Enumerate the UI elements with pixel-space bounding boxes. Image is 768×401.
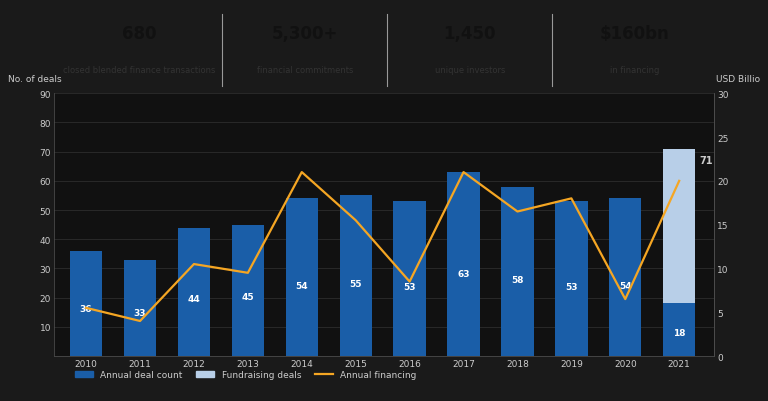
Bar <box>502 187 534 356</box>
Text: 54: 54 <box>619 281 631 290</box>
Text: 71: 71 <box>700 156 713 166</box>
Text: 36: 36 <box>80 304 92 314</box>
Text: 53: 53 <box>403 282 415 291</box>
Text: USD Billio: USD Billio <box>717 75 760 83</box>
Text: 33: 33 <box>134 308 146 317</box>
Text: 44: 44 <box>187 294 200 303</box>
Text: 58: 58 <box>511 275 524 285</box>
Bar <box>177 228 210 356</box>
Text: 45: 45 <box>242 293 254 302</box>
Bar <box>232 225 264 356</box>
Text: 18: 18 <box>673 328 686 337</box>
Bar <box>393 202 425 356</box>
Text: No. of deals: No. of deals <box>8 75 61 83</box>
Bar <box>286 199 318 356</box>
Text: $160bn: $160bn <box>600 25 670 43</box>
Text: 54: 54 <box>296 281 308 290</box>
Bar <box>555 202 588 356</box>
Bar <box>663 149 695 304</box>
Text: 680: 680 <box>122 25 157 43</box>
Bar <box>663 304 695 356</box>
Text: closed blended finance transactions: closed blended finance transactions <box>64 65 216 75</box>
Text: 1,450: 1,450 <box>444 25 496 43</box>
Bar <box>124 260 156 356</box>
Text: in financing: in financing <box>611 65 660 75</box>
Text: financial commitments: financial commitments <box>257 65 353 75</box>
Text: 55: 55 <box>349 279 362 289</box>
Bar <box>447 173 480 356</box>
Text: 53: 53 <box>565 282 578 291</box>
Bar <box>339 196 372 356</box>
Bar <box>70 251 102 356</box>
Bar <box>609 199 641 356</box>
Text: 63: 63 <box>457 269 470 278</box>
Text: 5,300+: 5,300+ <box>272 25 338 43</box>
Legend: Annual deal count, Fundraising deals, Annual financing: Annual deal count, Fundraising deals, An… <box>71 367 420 383</box>
Text: unique investors: unique investors <box>435 65 505 75</box>
